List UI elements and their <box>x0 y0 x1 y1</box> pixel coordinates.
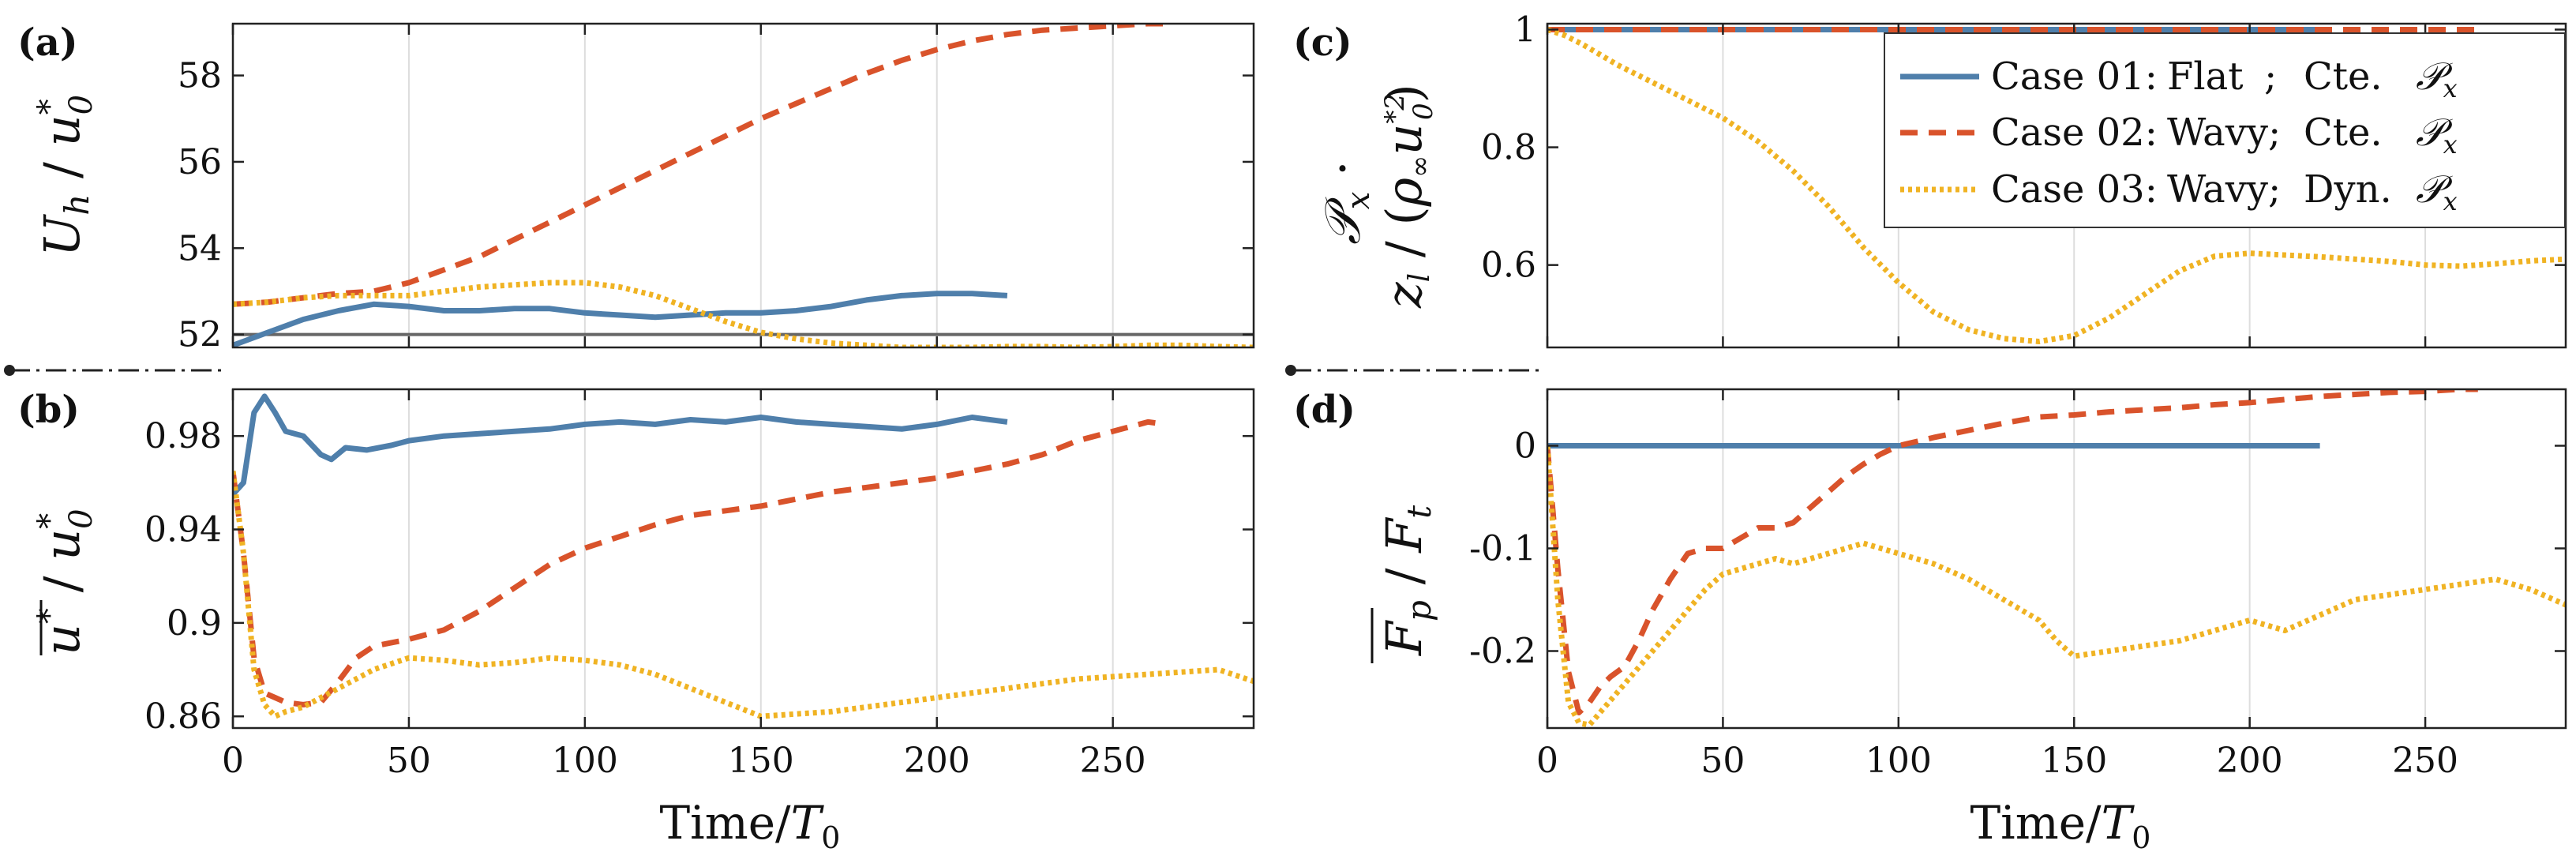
svg-text:𝒫x ·: 𝒫x · <box>1314 160 1377 245</box>
axes-frame-d <box>1546 388 2567 730</box>
series-b-case-01 <box>233 393 1008 497</box>
panel-d: 0 50 100 150 200 250 -0.2 -0.1 0 <box>1469 388 2567 781</box>
ytick-label-b-0: 0.86 <box>144 696 222 737</box>
series-d-case-03 <box>1547 445 2566 728</box>
ytick-label-c-1: 0.8 <box>1481 128 1536 168</box>
xtick-label-d-4: 200 <box>2217 741 2283 781</box>
axes-frame-b <box>231 388 1255 730</box>
ylabel-c: 𝒫x · zl / (ρ∞u*20) <box>1314 84 1439 309</box>
xtick-label-d-0: 0 <box>1536 741 1558 781</box>
xtick-label-b-5: 250 <box>1080 741 1146 781</box>
ylabel-b: u* / u*0 <box>32 509 99 655</box>
series-b-case-02 <box>233 418 1166 707</box>
xtick-label-d-5: 250 <box>2392 741 2458 781</box>
ytick-label-b-3: 0.98 <box>144 416 222 456</box>
xlabel-b: Time/T0 <box>660 796 841 855</box>
panel-label-d: (d) <box>1293 388 1355 432</box>
xtick-label-b-0: 0 <box>222 741 244 781</box>
xtick-label-d-2: 100 <box>1865 741 1932 781</box>
ytick-label-a-0: 52 <box>178 315 222 355</box>
panel-b: 0 50 100 150 200 250 0.86 0.9 0.94 0.98 <box>144 388 1255 781</box>
xlabel-d: Time/T0 <box>1970 796 2151 855</box>
legend-label-case-01: Case 01: Flat ; Cte. 𝒫x <box>1991 54 2458 103</box>
ytick-label-a-2: 56 <box>178 142 222 182</box>
panel-c: 0.6 0.8 1 <box>1481 9 2567 349</box>
legend-label-case-03: Case 03: Wavy; Dyn. 𝒫x <box>1991 167 2458 216</box>
svg-text:Uh / u*0: Uh / u*0 <box>32 95 99 257</box>
series-b-case-03 <box>233 471 1254 719</box>
xtick-label-d-3: 150 <box>2041 741 2107 781</box>
ytick-label-d-1: -0.1 <box>1469 529 1536 569</box>
svg-text:Fp / Ft: Fp / Ft <box>1375 505 1438 656</box>
row-separators <box>4 365 1539 376</box>
ytick-label-d-2: 0 <box>1514 426 1536 467</box>
series-c-case-03 <box>1547 27 2566 344</box>
ytick-label-d-0: -0.2 <box>1469 632 1536 672</box>
axes-frame-a <box>231 22 1255 349</box>
ytick-label-c-0: 0.6 <box>1481 246 1536 286</box>
xtick-label-d-1: 50 <box>1700 741 1745 781</box>
xtick-label-b-1: 50 <box>387 741 431 781</box>
xtick-label-b-2: 100 <box>552 741 618 781</box>
panel-label-a: (a) <box>17 21 78 65</box>
xtick-label-b-4: 200 <box>904 741 970 781</box>
ylabel-d: Fp / Ft <box>1370 505 1438 663</box>
xtick-label-b-3: 150 <box>728 741 794 781</box>
ylabel-a: Uh / u*0 <box>32 95 99 257</box>
svg-text:zl / (ρ∞u*20): zl / (ρ∞u*20) <box>1375 84 1439 309</box>
legend: Case 01: Flat ; Cte. 𝒫x Case 02: Wavy; C… <box>1884 32 2566 228</box>
ytick-label-b-1: 0.9 <box>167 603 222 644</box>
series-a-case-01 <box>233 291 1008 347</box>
legend-label-case-02: Case 02: Wavy; Cte. 𝒫x <box>1991 111 2458 160</box>
ytick-label-b-2: 0.94 <box>144 510 222 550</box>
panel-label-c: (c) <box>1293 21 1352 65</box>
legend-box <box>1884 32 2566 228</box>
ytick-label-a-1: 54 <box>178 228 222 268</box>
panel-label-b: (b) <box>17 388 80 432</box>
ytick-label-c-2: 1 <box>1514 9 1536 50</box>
ytick-label-a-3: 58 <box>178 56 222 96</box>
series-d-case-02 <box>1547 389 2478 715</box>
panel-a: 52 54 56 58 <box>178 22 1255 355</box>
